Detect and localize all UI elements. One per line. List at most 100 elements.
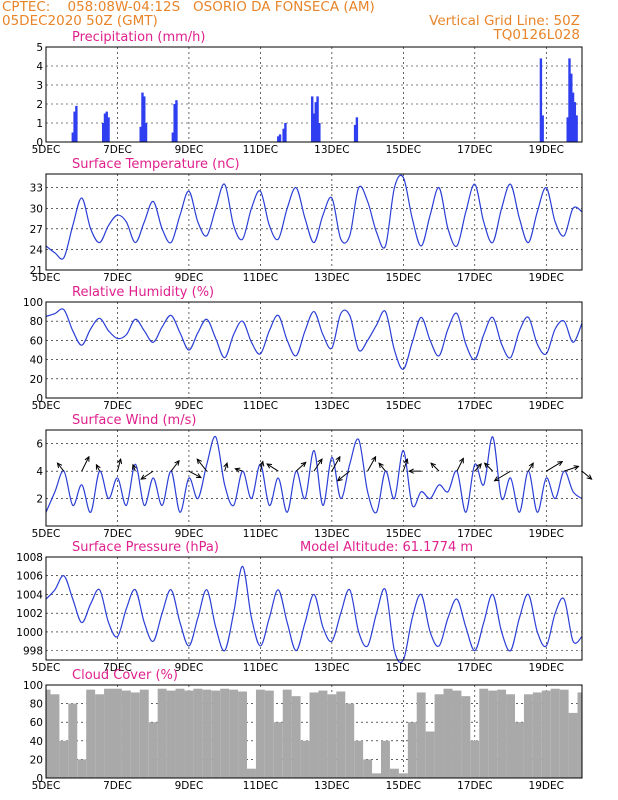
temp-xtick-1: 7DEC xyxy=(103,272,132,284)
wind-panel: 2 4 6 5DEC 7DEC 9DEC 11DEC 13DEC 15DEC 17DEC 19DEC… xyxy=(32,413,593,540)
wind-series-line xyxy=(45,436,583,514)
cloud-area-seg-51 xyxy=(497,689,507,778)
cloud-xtick-0: 5DEC xyxy=(32,780,61,792)
pres-frame xyxy=(45,556,583,661)
precip-bar-27 xyxy=(566,117,569,142)
pres-xtick-5: 15DEC xyxy=(386,662,421,674)
cloud-area-seg-37 xyxy=(372,773,381,778)
wind-ytick-2: 6 xyxy=(36,439,43,451)
temp-xtick-0: 5DEC xyxy=(32,272,61,284)
cloud-area-seg-52 xyxy=(506,694,515,778)
precip-bar-10 xyxy=(144,123,148,142)
cloud-area-seg-1 xyxy=(50,694,60,778)
wind-xtick-0: 5DEC xyxy=(32,528,61,540)
temp-ytick-0: 21 xyxy=(30,265,43,277)
precip-bar-4 xyxy=(103,113,107,142)
pres-panel: 998 1000 1002 1004 1006 1008 5DEC 7DEC 9DEC 11DEC… xyxy=(16,540,583,674)
pres-ytick-2: 1002 xyxy=(16,608,43,620)
cloud-area-seg-49 xyxy=(479,688,489,778)
precip-bar-20 xyxy=(314,102,317,142)
wind-arrow-11 xyxy=(259,460,265,472)
cloud-area-seg-4 xyxy=(77,759,87,778)
wind-arrow-23 xyxy=(474,463,482,472)
precip-ytick-4: 4 xyxy=(36,61,43,73)
precip-bar-29 xyxy=(570,73,573,142)
wind-arrow-10 xyxy=(234,467,243,473)
cloud-xtick-3: 11DEC xyxy=(243,780,278,792)
precip-bar-25 xyxy=(539,58,543,142)
cloud-area-seg-43 xyxy=(425,731,435,778)
rh-ytick-4: 80 xyxy=(30,316,43,328)
rh-panel: 0 20 40 60 80 100 5DEC 7DEC 9DEC 11DEC 13DEC 15DEC 1… xyxy=(23,285,583,412)
cloud-area-seg-42 xyxy=(416,692,426,778)
precip-bar-8 xyxy=(141,92,144,142)
precip-bar-14 xyxy=(277,136,280,142)
wind-arrow-4 xyxy=(131,463,137,472)
cloud-area-seg-35 xyxy=(354,740,364,778)
temp-xtick-2: 9DEC xyxy=(175,272,204,284)
wind-xtick-3: 11DEC xyxy=(243,528,278,540)
wind-arrow-25 xyxy=(493,470,511,482)
cloud-area-seg-5 xyxy=(86,689,96,778)
rh-xtick-5: 15DEC xyxy=(386,400,421,412)
cloud-ytick-5: 100 xyxy=(23,680,43,692)
init-time: 05DEC2020 50Z (GMT) xyxy=(2,13,158,29)
cloud-area-seg-47 xyxy=(461,696,471,778)
precip-bar-23 xyxy=(353,124,357,142)
temp-panel: 21 24 27 30 33 5DEC 7DEC 9DEC 11DEC 13DEC 15DEC 17D… xyxy=(30,157,583,284)
temp-series-line xyxy=(45,174,583,260)
wind-xtick-2: 9DEC xyxy=(175,528,204,540)
cloud-area-seg-14 xyxy=(166,690,176,778)
rh-xtick-1: 7DEC xyxy=(103,400,132,412)
cloud-area-seg-57 xyxy=(550,688,560,778)
rh-xtick-0: 5DEC xyxy=(32,400,61,412)
wind-arrow-1 xyxy=(81,455,90,472)
rh-xtick-7: 19DEC xyxy=(529,400,564,412)
cloud-ytick-0: 0 xyxy=(36,773,43,785)
cloud-ytick-1: 20 xyxy=(30,754,43,766)
wind-arrow-6 xyxy=(170,459,180,472)
cloud-area-seg-24 xyxy=(255,689,265,778)
cloud-ytick-3: 60 xyxy=(30,717,43,729)
temp-ytick-4: 33 xyxy=(30,183,43,195)
source-label: CPTEC: xyxy=(2,0,51,15)
cloud-area-seg-48 xyxy=(470,740,480,778)
cloud-area-seg-23 xyxy=(247,768,256,778)
precip-bar-16 xyxy=(282,128,285,142)
cloud-area-seg-54 xyxy=(523,694,533,778)
temp-xtick-5: 15DEC xyxy=(386,272,421,284)
wind-arrow-9 xyxy=(223,462,229,472)
cloud-area-seg-28 xyxy=(291,696,301,778)
rh-title: Relative Humidity (%) xyxy=(72,285,214,300)
pres-title: Surface Pressure (hPa) xyxy=(72,540,219,555)
cloud-area-seg-45 xyxy=(443,688,453,778)
precip-panel: 0 1 2 3 4 5 5DEC 7DEC 9DEC 11DEC 13DEC 15DEC 17DEC 19… xyxy=(32,30,583,156)
precip-ytick-5: 5 xyxy=(36,42,43,54)
wind-xtick-7: 19DEC xyxy=(529,528,564,540)
precip-xtick-7: 19DEC xyxy=(529,144,564,156)
wind-xtick-5: 15DEC xyxy=(386,528,421,540)
cloud-area-seg-32 xyxy=(327,694,337,778)
precip-bar-7 xyxy=(139,126,142,142)
cloud-area-seg-55 xyxy=(532,692,542,778)
precip-ytick-0: 0 xyxy=(36,137,43,149)
cloud-area-seg-39 xyxy=(389,768,399,778)
cloud-area-seg-50 xyxy=(488,690,498,778)
rh-ytick-0: 0 xyxy=(36,393,43,405)
precip-xtick-1: 7DEC xyxy=(103,144,132,156)
rh-xtick-6: 17DEC xyxy=(457,400,492,412)
rh-ytick-1: 20 xyxy=(30,374,43,386)
wind-frame xyxy=(45,429,583,527)
cloud-area-seg-41 xyxy=(407,722,417,778)
precip-bar-19 xyxy=(312,113,316,142)
precip-xtick-0: 5DEC xyxy=(32,144,61,156)
precip-bar-21 xyxy=(316,96,319,142)
station-name: OSORIO DA FONSECA (AM) xyxy=(193,0,375,15)
pres-xtick-2: 9DEC xyxy=(175,662,204,674)
precip-frame xyxy=(45,46,583,143)
pres-xtick-6: 17DEC xyxy=(457,662,492,674)
wind-xtick-6: 17DEC xyxy=(457,528,492,540)
precip-xtick-3: 11DEC xyxy=(243,144,278,156)
cloud-ytick-4: 80 xyxy=(30,699,43,711)
cloud-area-seg-38 xyxy=(381,740,390,778)
